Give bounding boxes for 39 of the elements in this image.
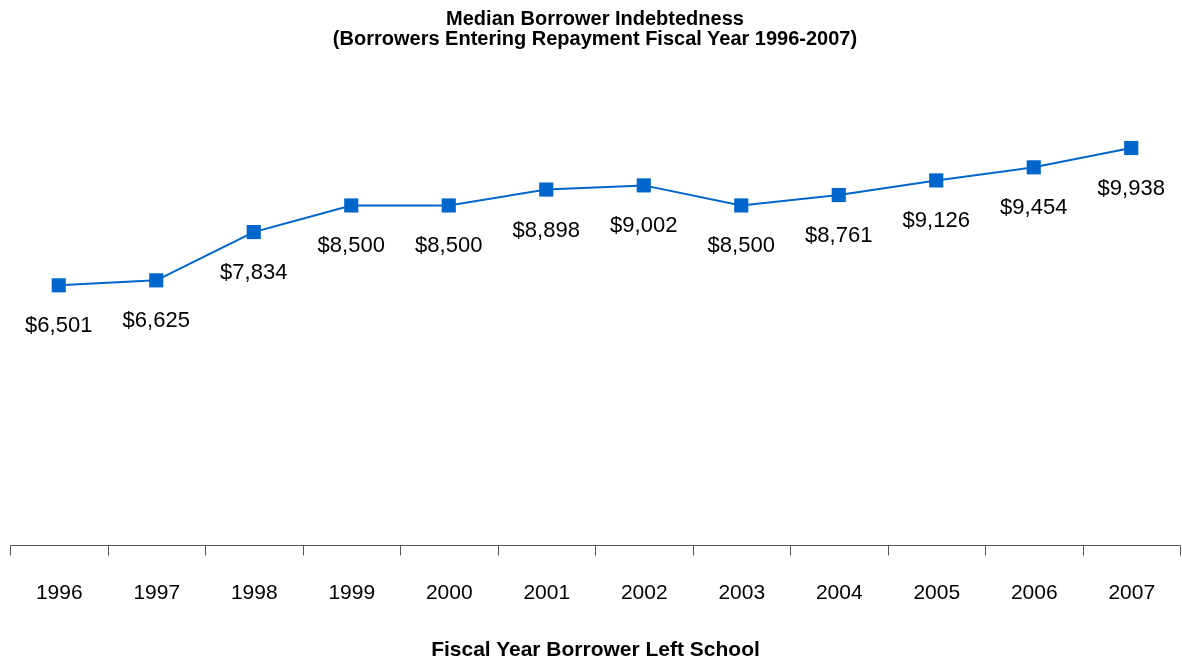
point (1026, 160, 1041, 175)
x-tick-label: 2007 (1108, 579, 1156, 603)
x-tick-label: 1998 (230, 579, 278, 603)
x-tick-label: 2005 (913, 579, 961, 603)
data-label: $8,500 (317, 232, 385, 258)
data-label: $9,002 (610, 212, 678, 238)
point (51, 278, 66, 293)
point (441, 198, 456, 213)
data-label: $6,625 (122, 307, 190, 333)
data-label: $8,500 (415, 232, 483, 258)
point (344, 198, 359, 213)
point (149, 273, 164, 288)
point (734, 198, 749, 213)
x-tick-label: 1997 (133, 579, 181, 603)
data-label: $7,834 (220, 259, 288, 285)
point (246, 224, 261, 240)
x-tick-label: 1996 (35, 579, 83, 603)
data-label: $8,761 (805, 222, 873, 248)
data-label: $8,898 (512, 216, 580, 242)
x-axis-title: Fiscal Year Borrower Left School (431, 636, 760, 660)
point (1124, 140, 1139, 156)
x-tick-label: 2000 (425, 579, 473, 603)
chart-subtitle: (Borrowers Entering Repayment Fiscal Year 1996-2007) (332, 26, 858, 49)
data-label: $8,500 (707, 232, 775, 258)
data-label: $9,126 (902, 207, 970, 233)
point (539, 182, 554, 197)
x-tick-label: 2004 (815, 579, 863, 603)
data-label: $6,501 (25, 312, 93, 338)
x-tick-label: 2006 (1010, 579, 1058, 603)
x-tick-label: 2003 (718, 579, 766, 603)
point (929, 173, 944, 188)
data-label: $9,454 (1000, 194, 1068, 220)
data-label: $9,938 (1097, 175, 1165, 200)
point (831, 187, 846, 203)
chart-title: Median Borrower Indebtedness (446, 6, 744, 29)
x-tick-label: 1999 (328, 579, 376, 603)
point (636, 178, 651, 193)
x-tick-label: 2002 (620, 579, 668, 603)
x-tick-label: 2001 (523, 579, 571, 603)
